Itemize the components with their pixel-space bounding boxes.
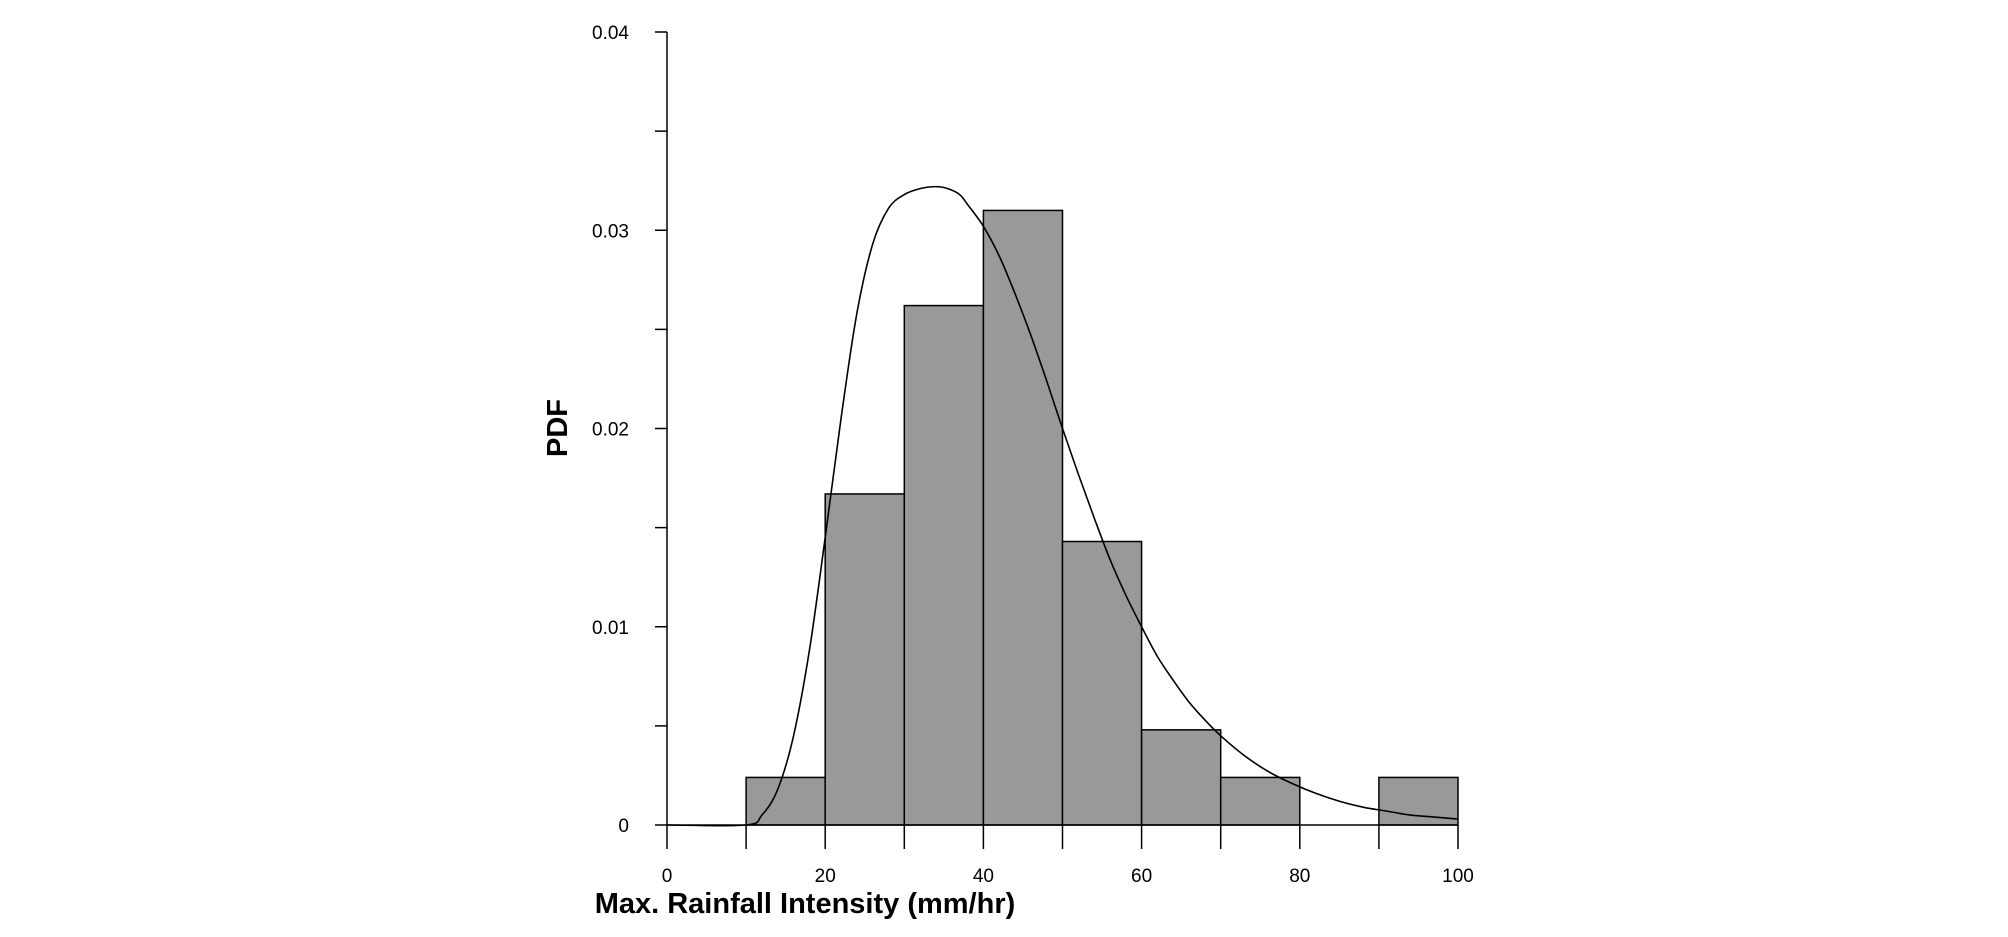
y-axis-title: PDF: [542, 399, 574, 457]
y-tick-label-0: 0: [618, 816, 629, 837]
histogram-bar-7: [1378, 776, 1459, 826]
histogram-bar-0: [745, 776, 826, 826]
x-tick-label-0: 0: [662, 866, 673, 887]
x-tick-label-4: 80: [1289, 866, 1310, 887]
y-tick-label-2: 0.02: [592, 420, 629, 441]
fitted-pdf-curve-layer: [666, 185, 1459, 827]
histogram-bar-4: [1061, 540, 1143, 826]
x-tick-label-3: 60: [1131, 866, 1152, 887]
x-tick-label-1: 20: [815, 866, 836, 887]
histogram-bar-5: [1140, 729, 1222, 826]
x-axis-title: Max. Rainfall Intensity (mm/hr): [595, 888, 1016, 920]
y-tick-label-4: 0.04: [592, 23, 629, 44]
y-tick-label-1: 0.01: [592, 618, 629, 639]
histogram-bar-1: [824, 493, 906, 826]
tick-labels: 0 0.01 0.02 0.03 0.04 0 20 40 60 80 100: [592, 23, 1474, 887]
axes: [655, 31, 1459, 849]
histogram-bar-3: [982, 209, 1064, 826]
x-tick-label-2: 40: [973, 866, 994, 887]
y-tick-label-3: 0.03: [592, 221, 629, 242]
x-tick-label-5: 100: [1442, 866, 1474, 887]
histogram-bar-6: [1219, 776, 1301, 826]
fitted-pdf-curve: [666, 185, 1459, 827]
histogram-bars: [745, 209, 1459, 826]
histogram-bar-2: [903, 304, 985, 826]
